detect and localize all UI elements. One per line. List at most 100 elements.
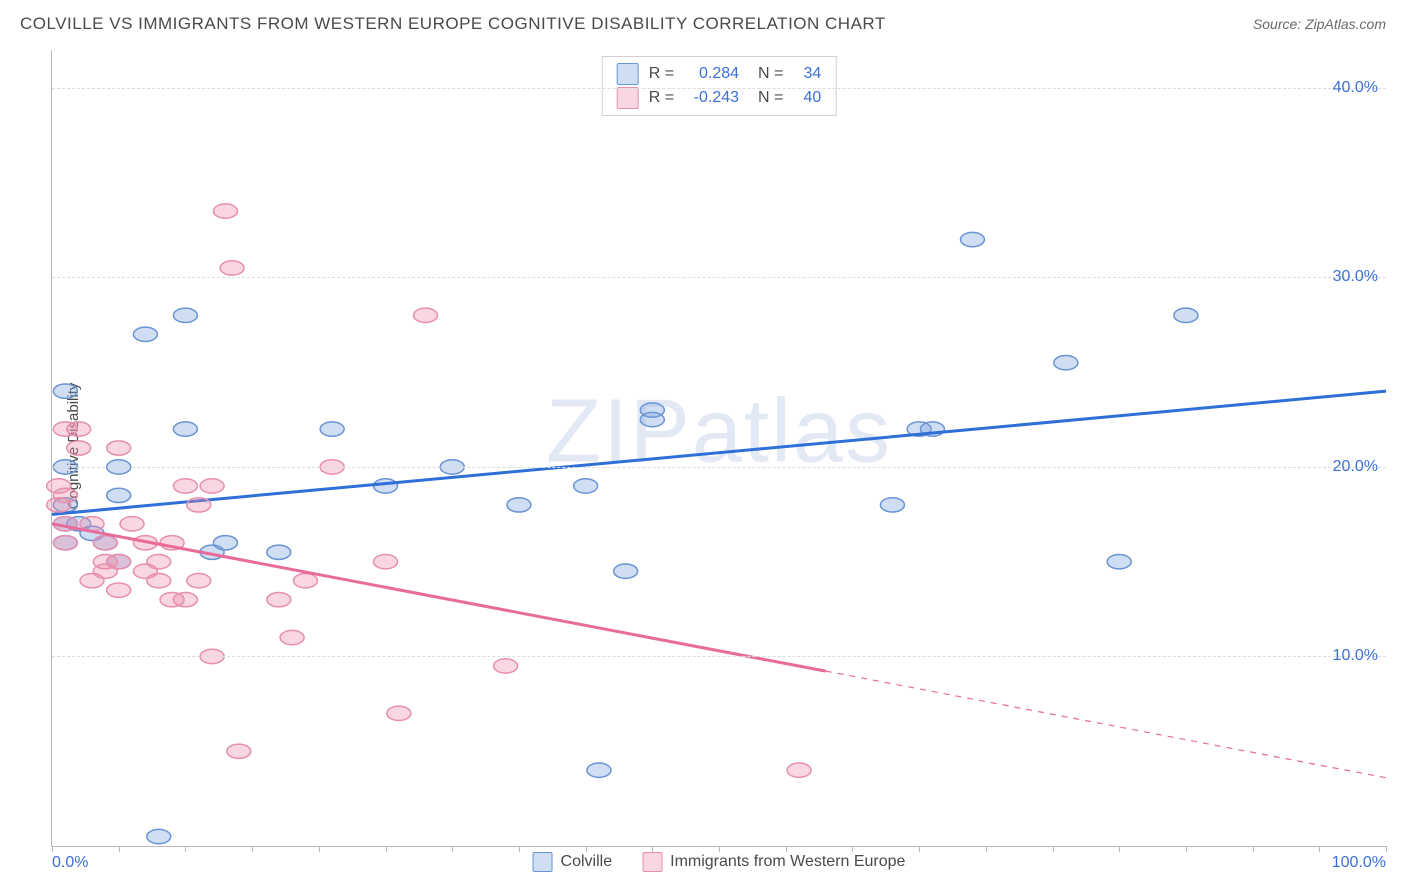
data-point bbox=[93, 536, 117, 550]
data-point bbox=[574, 479, 598, 493]
data-point bbox=[107, 555, 131, 569]
legend-swatch bbox=[642, 852, 662, 872]
data-point bbox=[494, 659, 518, 673]
data-point bbox=[187, 498, 211, 512]
trend-line bbox=[52, 391, 1386, 514]
data-point bbox=[373, 555, 397, 569]
data-point bbox=[147, 555, 171, 569]
x-tick bbox=[986, 846, 987, 852]
plot-svg bbox=[52, 50, 1386, 846]
data-point bbox=[640, 403, 664, 417]
x-tick bbox=[652, 846, 653, 852]
legend-swatch bbox=[617, 87, 639, 109]
data-point bbox=[147, 829, 171, 843]
data-point bbox=[293, 574, 317, 588]
data-point bbox=[373, 479, 397, 493]
data-point bbox=[880, 498, 904, 512]
x-tick bbox=[1186, 846, 1187, 852]
x-tick bbox=[1253, 846, 1254, 852]
data-point bbox=[67, 422, 91, 436]
data-point bbox=[267, 592, 291, 606]
data-point bbox=[507, 498, 531, 512]
data-point bbox=[53, 536, 77, 550]
x-tick bbox=[252, 846, 253, 852]
x-tick bbox=[852, 846, 853, 852]
data-point bbox=[107, 583, 131, 597]
plot-region: ZIPatlas R =0.284 N =34R =-0.243 N =40 0… bbox=[51, 50, 1386, 847]
data-point bbox=[53, 488, 77, 502]
n-label: N = bbox=[749, 89, 783, 107]
x-tick bbox=[319, 846, 320, 852]
data-point bbox=[227, 744, 251, 758]
r-label: R = bbox=[649, 89, 674, 107]
data-point bbox=[267, 545, 291, 559]
y-tick-label: 20.0% bbox=[1333, 458, 1378, 476]
gridline bbox=[52, 656, 1386, 657]
chart-title: COLVILLE VS IMMIGRANTS FROM WESTERN EURO… bbox=[20, 14, 886, 34]
stats-row: R = -0.243 N = 40 bbox=[617, 87, 822, 109]
data-point bbox=[173, 422, 197, 436]
data-point bbox=[414, 308, 438, 322]
legend-label: Immigrants from Western Europe bbox=[670, 853, 905, 871]
data-point bbox=[173, 308, 197, 322]
legend-label: Colville bbox=[561, 853, 613, 871]
data-point bbox=[133, 327, 157, 341]
data-point bbox=[173, 479, 197, 493]
legend-item: Colville bbox=[533, 852, 613, 872]
gridline bbox=[52, 467, 1386, 468]
x-tick bbox=[786, 846, 787, 852]
data-point bbox=[213, 536, 237, 550]
data-point bbox=[187, 574, 211, 588]
legend-item: Immigrants from Western Europe bbox=[642, 852, 905, 872]
legend-swatch bbox=[533, 852, 553, 872]
x-tick bbox=[119, 846, 120, 852]
y-tick-label: 40.0% bbox=[1333, 79, 1378, 97]
x-axis-max-label: 100.0% bbox=[1332, 854, 1386, 872]
data-point bbox=[280, 630, 304, 644]
x-tick bbox=[1319, 846, 1320, 852]
correlation-stats-box: R =0.284 N =34R =-0.243 N =40 bbox=[602, 56, 837, 116]
stats-row: R =0.284 N =34 bbox=[617, 63, 822, 85]
data-point bbox=[587, 763, 611, 777]
data-point bbox=[960, 232, 984, 246]
data-point bbox=[1107, 555, 1131, 569]
data-point bbox=[147, 574, 171, 588]
data-point bbox=[387, 706, 411, 720]
x-axis-min-label: 0.0% bbox=[52, 854, 88, 872]
data-point bbox=[220, 261, 244, 275]
source-label: Source: ZipAtlas.com bbox=[1253, 16, 1386, 32]
series-legend: Colville Immigrants from Western Europe bbox=[533, 852, 906, 872]
x-tick bbox=[1386, 846, 1387, 852]
data-point bbox=[173, 592, 197, 606]
x-tick bbox=[1119, 846, 1120, 852]
data-point bbox=[67, 441, 91, 455]
chart-area: ZIPatlas R =0.284 N =34R =-0.243 N =40 0… bbox=[45, 50, 1386, 847]
x-tick bbox=[1053, 846, 1054, 852]
data-point bbox=[320, 422, 344, 436]
x-tick bbox=[519, 846, 520, 852]
data-point bbox=[1174, 308, 1198, 322]
n-label: N = bbox=[749, 65, 783, 83]
x-tick bbox=[586, 846, 587, 852]
x-tick bbox=[452, 846, 453, 852]
data-point bbox=[107, 441, 131, 455]
legend-swatch bbox=[617, 63, 639, 85]
data-point bbox=[213, 204, 237, 218]
trend-line-extrapolated bbox=[826, 671, 1386, 778]
data-point bbox=[787, 763, 811, 777]
data-point bbox=[200, 479, 224, 493]
x-tick bbox=[52, 846, 53, 852]
r-value: 0.284 bbox=[684, 65, 739, 83]
x-tick bbox=[919, 846, 920, 852]
data-point bbox=[107, 488, 131, 502]
r-value: -0.243 bbox=[684, 89, 739, 107]
x-tick bbox=[185, 846, 186, 852]
data-point bbox=[120, 517, 144, 531]
gridline bbox=[52, 277, 1386, 278]
data-point bbox=[53, 384, 77, 398]
gridline bbox=[52, 88, 1386, 89]
x-tick bbox=[386, 846, 387, 852]
r-label: R = bbox=[649, 65, 674, 83]
n-value: 40 bbox=[793, 89, 821, 107]
data-point bbox=[614, 564, 638, 578]
